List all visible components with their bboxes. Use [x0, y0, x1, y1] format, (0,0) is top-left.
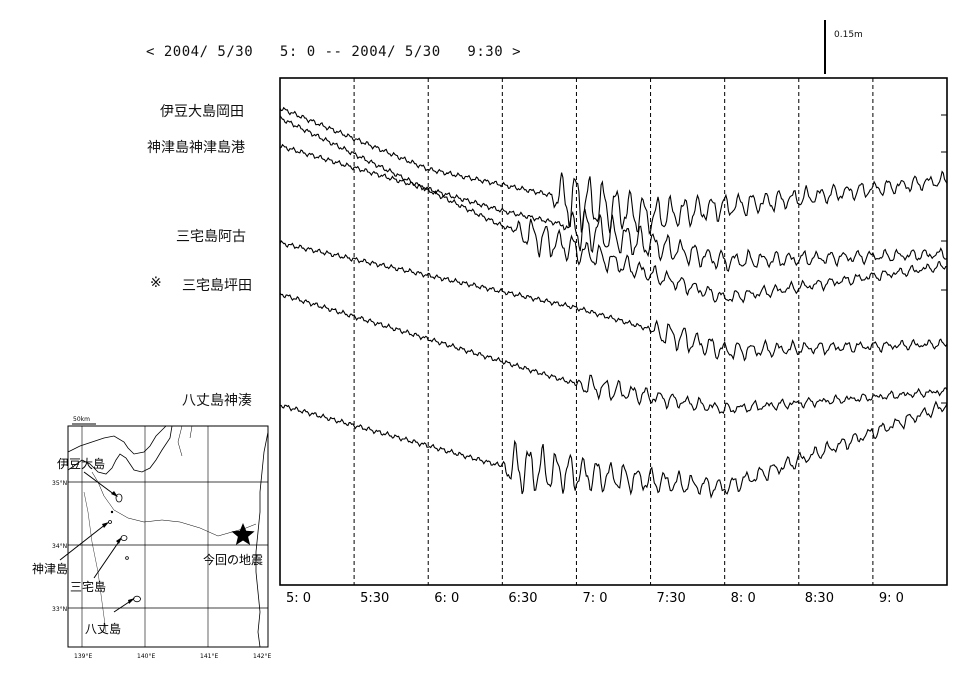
map-lon-label-142e: 142°E: [253, 653, 271, 660]
series-label-kozushima: 神津島神津島港: [147, 140, 245, 156]
series-label-miyake-tsubota: 三宅島坪田: [182, 278, 252, 294]
x-tick-label: 5:30: [360, 591, 389, 606]
map-label-miyakejima: 三宅島: [70, 579, 106, 594]
map-label-epicenter: 今回の地震: [203, 552, 263, 567]
map-label-hachijojima: 八丈島: [85, 621, 121, 636]
arrow-miyakejima: [93, 539, 121, 579]
gridlines: [353, 78, 874, 585]
x-tick-labels: 5: 0 5:30 6: 0 6:30 7: 0 7:30 8: 0 8:30 9: 0: [286, 591, 904, 606]
series-trace: [279, 240, 948, 362]
x-tick-label: 8:30: [805, 591, 834, 606]
island-mikurajima: [125, 556, 129, 560]
x-tick-label: 6:30: [508, 591, 537, 606]
series-trace: [279, 292, 948, 415]
map-label-kozushima: 神津島: [32, 561, 68, 576]
plot-frame: [279, 77, 948, 586]
map-contour: [91, 471, 257, 537]
series-trace: [279, 106, 948, 235]
series-mark-miyake-tsubota: ※: [150, 275, 162, 291]
series-trace: [279, 143, 948, 273]
x-tick-label: 9: 0: [879, 591, 904, 606]
map-contour: [189, 425, 193, 439]
location-map: 50km 伊豆大島 神津島 三宅島 八丈島 今回の地震 35°N 34°N 33…: [32, 416, 271, 660]
x-tick-label: 7:30: [657, 591, 686, 606]
series-trace: [279, 400, 948, 499]
map-coastline: [67, 425, 173, 475]
map-trench: [255, 431, 269, 648]
arrow-izu-oshima: [83, 471, 116, 496]
series-label-izu-oshima-okada: 伊豆大島岡田: [160, 104, 244, 120]
island-kozushima: [108, 520, 112, 524]
map-contour: [83, 491, 107, 633]
map-lon-label-141e: 141°E: [200, 653, 218, 660]
island-niijima: [110, 510, 114, 514]
tick-marks: [941, 114, 947, 404]
island-izu-oshima: [115, 493, 123, 503]
x-tick-label: 5: 0: [286, 591, 311, 606]
x-tick-label: 8: 0: [731, 591, 756, 606]
map-contour: [177, 425, 183, 457]
map-lon-label-139e: 139°E: [74, 653, 92, 660]
arrow-kozushima: [59, 523, 107, 561]
island-miyakejima: [120, 535, 128, 541]
chart-title: < 2004/ 5/30 5: 0 -- 2004/ 5/30 9:30 >: [146, 44, 522, 60]
map-label-izu-oshima: 伊豆大島: [57, 456, 105, 471]
map-scale-label: 50km: [73, 416, 90, 423]
x-tick-label: 7: 0: [582, 591, 607, 606]
x-tick-label: 6: 0: [434, 591, 459, 606]
map-lat-label-34n: 34°N: [52, 543, 67, 550]
map-frame: [67, 425, 269, 648]
map-lon-label-140e: 140°E: [137, 653, 155, 660]
map-lat-label-35n: 35°N: [52, 480, 67, 487]
map-lat-label-33n: 33°N: [52, 606, 67, 613]
series-label-hachijo-kaminato: 八丈島神湊: [182, 393, 252, 409]
island-hachijojima: [133, 595, 141, 603]
extra-trace: [279, 115, 947, 304]
scale-label: 0.15m: [834, 30, 863, 40]
series-traces: [279, 106, 948, 499]
scale-bar: [824, 20, 826, 74]
epicenter-star-icon: [231, 523, 255, 545]
series-label-miyake-ako: 三宅島阿古: [176, 229, 246, 245]
